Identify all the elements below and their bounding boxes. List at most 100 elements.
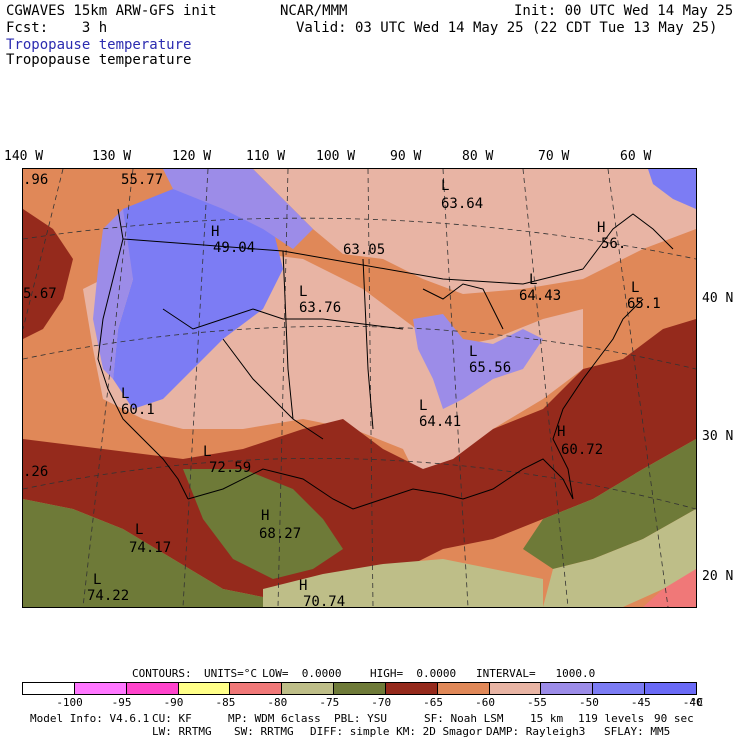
map-value-label: 68.27	[259, 526, 302, 542]
low-marker: L	[93, 572, 102, 588]
map-value-label: 49.04	[213, 240, 256, 256]
diffusion-scheme: DIFF: simple KM: 2D Smagor	[310, 725, 483, 738]
legend-tick-label: -40	[682, 696, 703, 709]
legend-tick-label: -55	[527, 696, 547, 709]
lon-label-100w: 100 W	[316, 149, 356, 164]
map-value-label: 56.	[601, 236, 627, 252]
shade-minus45-midwest	[413, 314, 543, 409]
legend-swatch	[334, 683, 386, 694]
legend-swatch	[282, 683, 335, 694]
shade-minus45-nw-corner	[648, 169, 696, 209]
mp-scheme: MP: WDM 6class	[228, 712, 321, 725]
map-value-label: 65.56	[469, 360, 512, 376]
legend-swatch	[385, 683, 438, 694]
lon-label-140w: 140 W	[4, 149, 44, 164]
legend-swatch	[74, 683, 127, 694]
field-title-contour: Tropopause temperature	[6, 52, 192, 68]
sflay-scheme: SFLAY: MM5	[604, 725, 671, 738]
legend-swatch	[126, 683, 179, 694]
model-info: Model Info: V4.6.1	[30, 712, 150, 725]
legend-swatch	[178, 683, 231, 694]
legend-tick-label: -75	[319, 696, 340, 709]
low-marker: L	[299, 284, 308, 300]
high-marker: H	[557, 424, 566, 440]
legend-swatch	[489, 683, 542, 694]
legend-swatch	[23, 683, 75, 694]
map-value-label: 60.72	[561, 442, 604, 458]
map-value-label: 72.59	[209, 460, 252, 476]
lon-label-80w: 80 W	[462, 149, 494, 164]
field-title-shaded: Tropopause temperature	[6, 37, 192, 53]
shade-minus50-west-edge	[93, 209, 133, 379]
low-marker: L	[121, 386, 130, 402]
sw-scheme: SW: RRTMG	[234, 725, 294, 738]
map-value-label: 60.1	[121, 402, 155, 418]
legend-swatch	[230, 683, 283, 694]
map-value-label: 65.1	[627, 296, 661, 312]
lon-label-90w: 90 W	[390, 149, 422, 164]
low-marker: L	[631, 280, 640, 296]
units-label: UNITS=°C	[204, 667, 257, 680]
low-marker: L	[203, 444, 212, 460]
lon-label-60w: 60 W	[620, 149, 652, 164]
high-marker: H	[211, 224, 220, 240]
legend-tick-label: -95	[111, 696, 132, 709]
legend-tick-label: -60	[475, 696, 495, 709]
low-marker: L	[419, 398, 428, 414]
lon-label-70w: 70 W	[538, 149, 570, 164]
sf-scheme: SF: Noah LSM	[424, 712, 504, 725]
map-value-label: 63.76	[299, 300, 342, 316]
map-value-label: .26	[23, 464, 49, 480]
map-value-label: 63.05	[343, 242, 386, 258]
vertical-levels: 119 levels	[578, 712, 645, 725]
low-marker: L	[441, 178, 450, 194]
grid-spacing: 15 km	[530, 712, 564, 725]
high-marker: H	[261, 508, 270, 524]
lon-label-120w: 120 W	[172, 149, 212, 164]
interval-label: INTERVAL= 1000.0	[476, 667, 596, 680]
legend-unit: °C	[690, 696, 704, 709]
color-legend-bar	[22, 682, 697, 695]
lon-label-110w: 110 W	[246, 149, 286, 164]
valid-time: Valid: 03 UTC Wed 14 May 25 (22 CDT Tue …	[296, 20, 718, 36]
legend-tick-label: -90	[163, 696, 184, 709]
map-value-label: 64.43	[519, 288, 562, 304]
shade-minus80-corner	[643, 569, 696, 607]
legend-tick-label: -50	[578, 696, 599, 709]
low-marker: L	[529, 272, 538, 288]
forecast-hour: Fcst: 3 h	[6, 20, 108, 36]
legend-swatch	[541, 683, 594, 694]
lon-label-130w: 130 W	[92, 149, 132, 164]
low-marker: L	[135, 522, 144, 538]
legend-swatch	[437, 683, 490, 694]
map-value-label: .96	[23, 172, 49, 188]
shade-minus65-south	[23, 319, 696, 599]
legend-tick-label: -70	[371, 696, 392, 709]
coastlines-borders	[97, 208, 674, 510]
high-marker: H	[299, 578, 308, 594]
map-value-label: 70.74	[303, 594, 346, 608]
legend-swatch	[645, 683, 696, 694]
shade-minus50-nw	[163, 169, 313, 249]
high-label: HIGH= 0.0000	[370, 667, 457, 680]
institution-label: NCAR/MMM	[280, 3, 348, 19]
legend-tick-label: -65	[423, 696, 444, 709]
legend-tick-label: -85	[215, 696, 236, 709]
lat-label-40n: 40 N	[702, 291, 734, 306]
cu-scheme: CU: KF	[152, 712, 192, 725]
low-label: LOW= 0.0000	[262, 667, 342, 680]
shade-minus70-atlantic	[523, 439, 696, 569]
legend-tick-label: -45	[630, 696, 651, 709]
legend-tick-label: -100	[56, 696, 83, 709]
map-value-label: 74.22	[87, 588, 130, 604]
shade-minus45-west	[113, 189, 283, 409]
shade-minus75-caribbean	[543, 509, 696, 607]
legend-swatch	[593, 683, 646, 694]
shade-minus70-southwest	[23, 499, 303, 607]
lw-scheme: LW: RRTMG	[152, 725, 212, 738]
map-value-label: 63.64	[441, 196, 484, 212]
damping-scheme: DAMP: Rayleigh3	[486, 725, 586, 738]
map-value-label: 55.77	[121, 172, 164, 188]
map-value-label: 64.41	[419, 414, 462, 430]
tropopause-temperature-map	[23, 169, 696, 607]
